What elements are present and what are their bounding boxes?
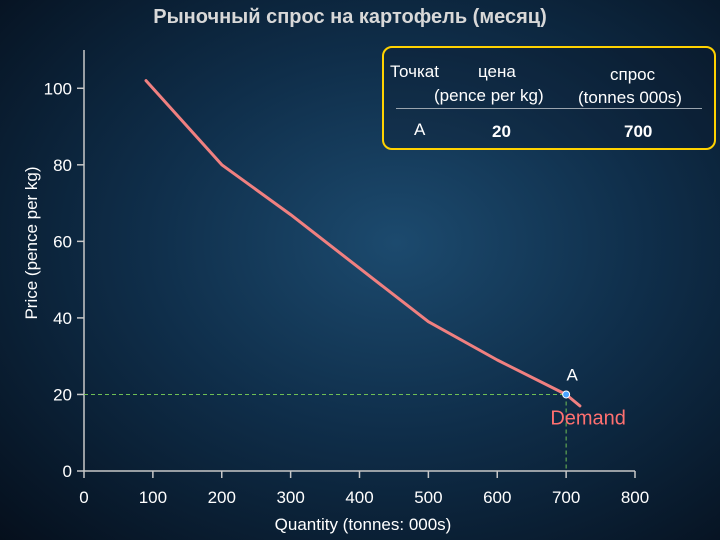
x-tick-label: 600 xyxy=(483,488,511,507)
x-tick-label: 200 xyxy=(208,488,236,507)
x-tick-label: 0 xyxy=(79,488,88,507)
demand-curve-label: Demand xyxy=(550,407,626,429)
table-header-price: цена xyxy=(478,62,516,81)
x-tick-label: 400 xyxy=(345,488,373,507)
table-unit-demand: (tonnes 000s) xyxy=(578,88,682,107)
table-cell-point: A xyxy=(414,120,426,139)
y-tick-label: 60 xyxy=(53,232,72,251)
table-divider xyxy=(396,108,702,109)
point-a-label: A xyxy=(566,365,578,384)
table-cell-demand: 700 xyxy=(624,122,653,141)
x-tick-label: 500 xyxy=(414,488,442,507)
table-header-demand: спрос xyxy=(610,65,656,84)
x-tick-label: 800 xyxy=(621,488,649,507)
table-unit-price: (pence per kg) xyxy=(434,86,544,105)
y-tick-label: 80 xyxy=(53,156,72,175)
x-tick-label: 300 xyxy=(276,488,304,507)
data-table-box: Точкаt цена спрос (pence per kg) (tonnes… xyxy=(382,46,716,150)
y-tick-label: 100 xyxy=(44,79,72,98)
x-axis-label: Quantity (tonnes: 000s) xyxy=(274,515,452,534)
x-tick-label: 100 xyxy=(139,488,167,507)
y-tick-label: 20 xyxy=(53,385,72,404)
y-axis-label: Price (pence per kg) xyxy=(22,166,41,320)
chart-title: Рыночный спрос на картофель (месяц) xyxy=(153,6,547,28)
y-tick-label: 40 xyxy=(53,309,72,328)
table-cell-price: 20 xyxy=(492,122,511,141)
demand-curve xyxy=(144,79,582,408)
point-a-marker xyxy=(562,390,571,399)
y-tick-label: 0 xyxy=(63,462,72,481)
table-header-point: Точкаt xyxy=(390,62,439,81)
x-tick-label: 700 xyxy=(552,488,580,507)
